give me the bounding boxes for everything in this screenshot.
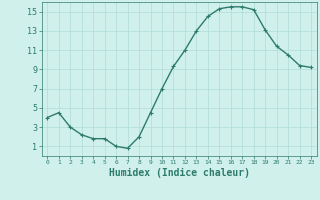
X-axis label: Humidex (Indice chaleur): Humidex (Indice chaleur)	[109, 168, 250, 178]
